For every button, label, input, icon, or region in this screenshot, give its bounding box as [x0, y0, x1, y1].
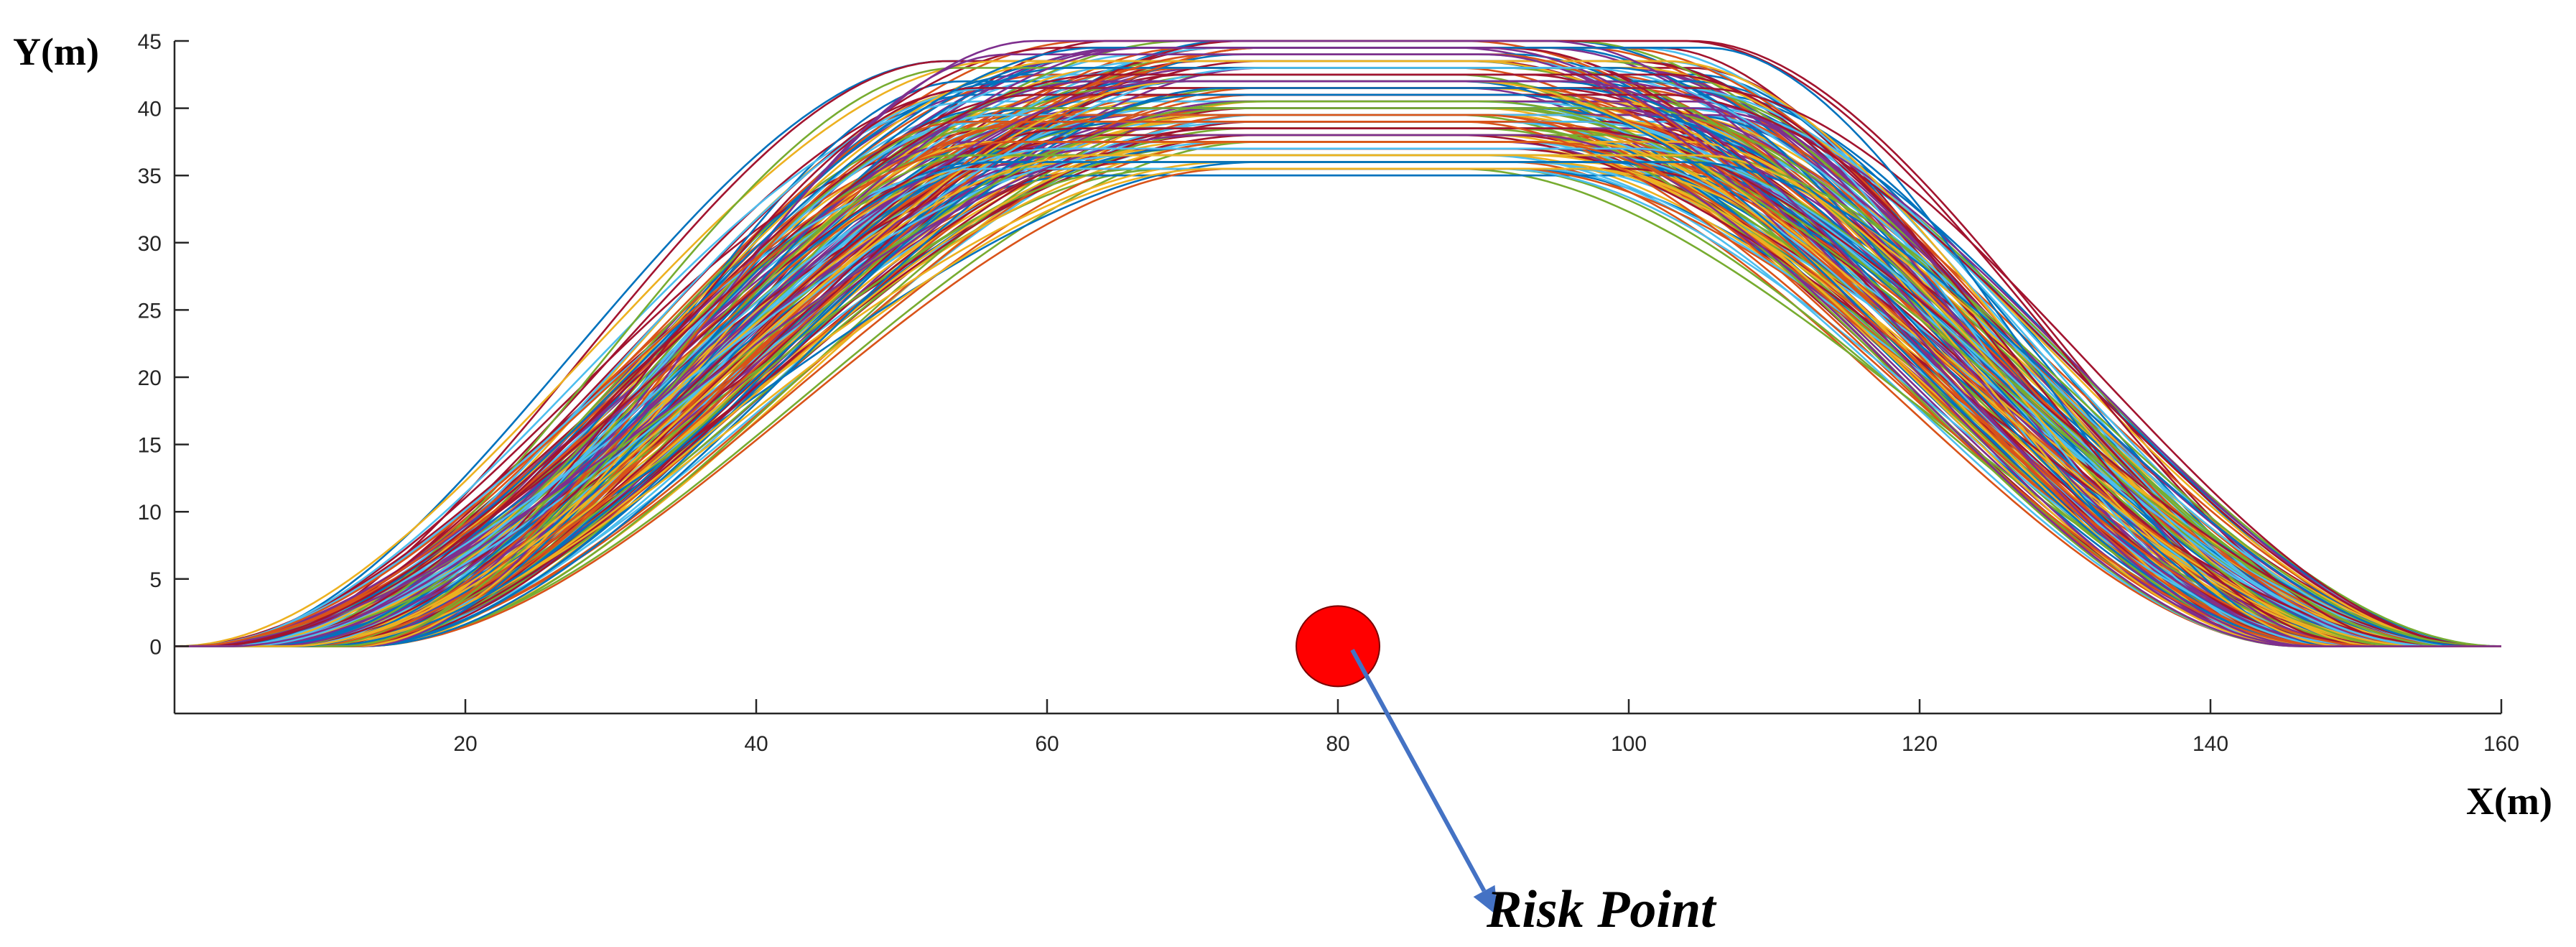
x-tick-label: 160: [2483, 732, 2519, 756]
y-tick-label: 15: [138, 434, 162, 458]
risk-point-arrow: [1350, 648, 1487, 892]
trajectory-line: [175, 154, 2501, 647]
x-tick-label: 80: [1326, 732, 1349, 756]
risk-point-group: [1296, 605, 1498, 917]
y-tick-label: 0: [149, 635, 162, 659]
x-tick-label: 100: [1611, 732, 1647, 756]
trajectory-line: [175, 134, 2501, 647]
y-tick-label: 45: [138, 30, 162, 54]
y-tick-label: 30: [138, 232, 162, 256]
trajectory-line: [175, 93, 2501, 647]
y-tick-label: 20: [138, 366, 162, 390]
trajectory-line: [175, 161, 2501, 647]
y-tick-label: 40: [138, 98, 162, 121]
risk-point-marker: [1296, 605, 1380, 688]
y-axis-label: Y(m): [13, 30, 99, 73]
trajectory-line: [175, 73, 2501, 647]
trajectory-line: [175, 141, 2501, 647]
risk-point-arrowhead: [1473, 884, 1498, 917]
trajectory-line: [175, 127, 2501, 647]
trajectory-line: [175, 40, 2501, 647]
trajectory-line: [175, 67, 2501, 647]
y-tick-label: 10: [138, 501, 162, 525]
x-tick-label: 20: [453, 732, 477, 756]
y-tick-label: 5: [149, 568, 162, 592]
tick-labels: 20 40 60 80 100 120 140 160 0 5 10 15 20 25 30 35 40 45: [138, 30, 2519, 756]
risk-point-label: Risk Point: [1486, 880, 1717, 939]
y-tick-label: 25: [138, 299, 162, 323]
trajectory-line: [175, 167, 2501, 647]
trajectory-line: [175, 80, 2501, 647]
trajectory-line: [175, 121, 2501, 647]
x-axis-label: X(m): [2466, 780, 2552, 823]
trajectory-line: [175, 107, 2501, 647]
x-tick-label: 120: [1902, 732, 1938, 756]
x-tick-label: 60: [1035, 732, 1059, 756]
trajectory-curves: [174, 40, 2502, 647]
y-tick-label: 35: [138, 165, 162, 188]
axes: [173, 40, 2503, 715]
x-tick-label: 140: [2193, 732, 2228, 756]
x-tick-label: 40: [744, 732, 768, 756]
trajectory-line: [175, 147, 2501, 647]
